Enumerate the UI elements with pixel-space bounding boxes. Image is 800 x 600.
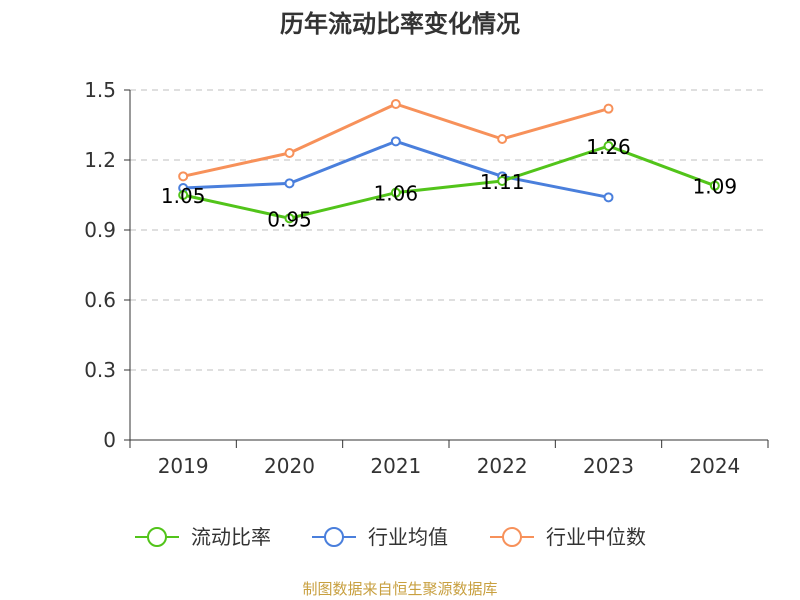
legend-label: 行业中位数 (546, 525, 646, 549)
legend-item-3[interactable]: 行业中位数 (490, 525, 646, 549)
legend-marker (502, 527, 522, 547)
legend-label: 流动比率 (191, 525, 271, 549)
x-tick-label: 2020 (264, 454, 315, 478)
x-tick-label: 2023 (583, 454, 634, 478)
legend-item-2[interactable]: 行业均值 (312, 525, 448, 549)
data-point[interactable] (497, 134, 508, 144)
legend[interactable]: 流动比率 行业均值 行业中位数 (135, 525, 646, 549)
data-point[interactable] (390, 99, 401, 109)
data-labels: 1.05 0.95 1.06 1.11 1.26 1.09 (161, 135, 737, 231)
legend-marker (324, 527, 344, 547)
data-label: 1.09 (693, 175, 738, 199)
data-point[interactable] (603, 192, 614, 203)
y-tick-label: 1.5 (84, 78, 116, 102)
data-point[interactable] (603, 103, 614, 114)
data-point[interactable] (603, 141, 614, 151)
y-tick-label: 0.6 (84, 288, 116, 312)
data-point[interactable] (497, 176, 508, 186)
x-tick-label: 2021 (370, 454, 421, 478)
legend-marker (147, 527, 167, 547)
x-tick-labels: 2019 2020 2021 2022 2023 2024 (158, 454, 741, 478)
x-tick-label: 2024 (689, 454, 740, 478)
legend-label: 行业均值 (368, 525, 448, 549)
y-tick-label: 1.2 (84, 148, 116, 172)
data-label: 1.26 (586, 135, 631, 159)
data-point[interactable] (709, 180, 720, 191)
data-point[interactable] (284, 213, 295, 224)
data-label: 0.95 (267, 207, 312, 231)
data-label: 1.11 (480, 170, 525, 194)
y-tick-label: 0.3 (84, 358, 116, 382)
y-tick-label: 0 (103, 428, 116, 452)
axes (124, 89, 769, 448)
legend-item-1[interactable]: 流动比率 (135, 525, 271, 549)
series-lines (178, 99, 720, 224)
data-point[interactable] (178, 171, 189, 182)
source-note: 制图数据来自恒生聚源数据库 (302, 580, 497, 598)
data-point[interactable] (390, 136, 401, 147)
data-point[interactable] (178, 190, 189, 200)
grid-lines (130, 89, 768, 371)
x-tick-label: 2022 (477, 454, 528, 478)
data-point[interactable] (284, 178, 295, 189)
series-line-1 (182, 144, 716, 220)
y-tick-labels: 0 0.3 0.6 0.9 1.2 1.5 (84, 78, 116, 452)
x-tick-label: 2019 (158, 454, 209, 478)
data-point[interactable] (390, 187, 401, 198)
data-label: 1.06 (374, 182, 419, 206)
chart-title: 历年流动比率变化情况 (280, 10, 520, 38)
data-point[interactable] (284, 148, 295, 158)
data-label: 1.05 (161, 184, 206, 208)
y-tick-label: 0.9 (84, 218, 116, 242)
